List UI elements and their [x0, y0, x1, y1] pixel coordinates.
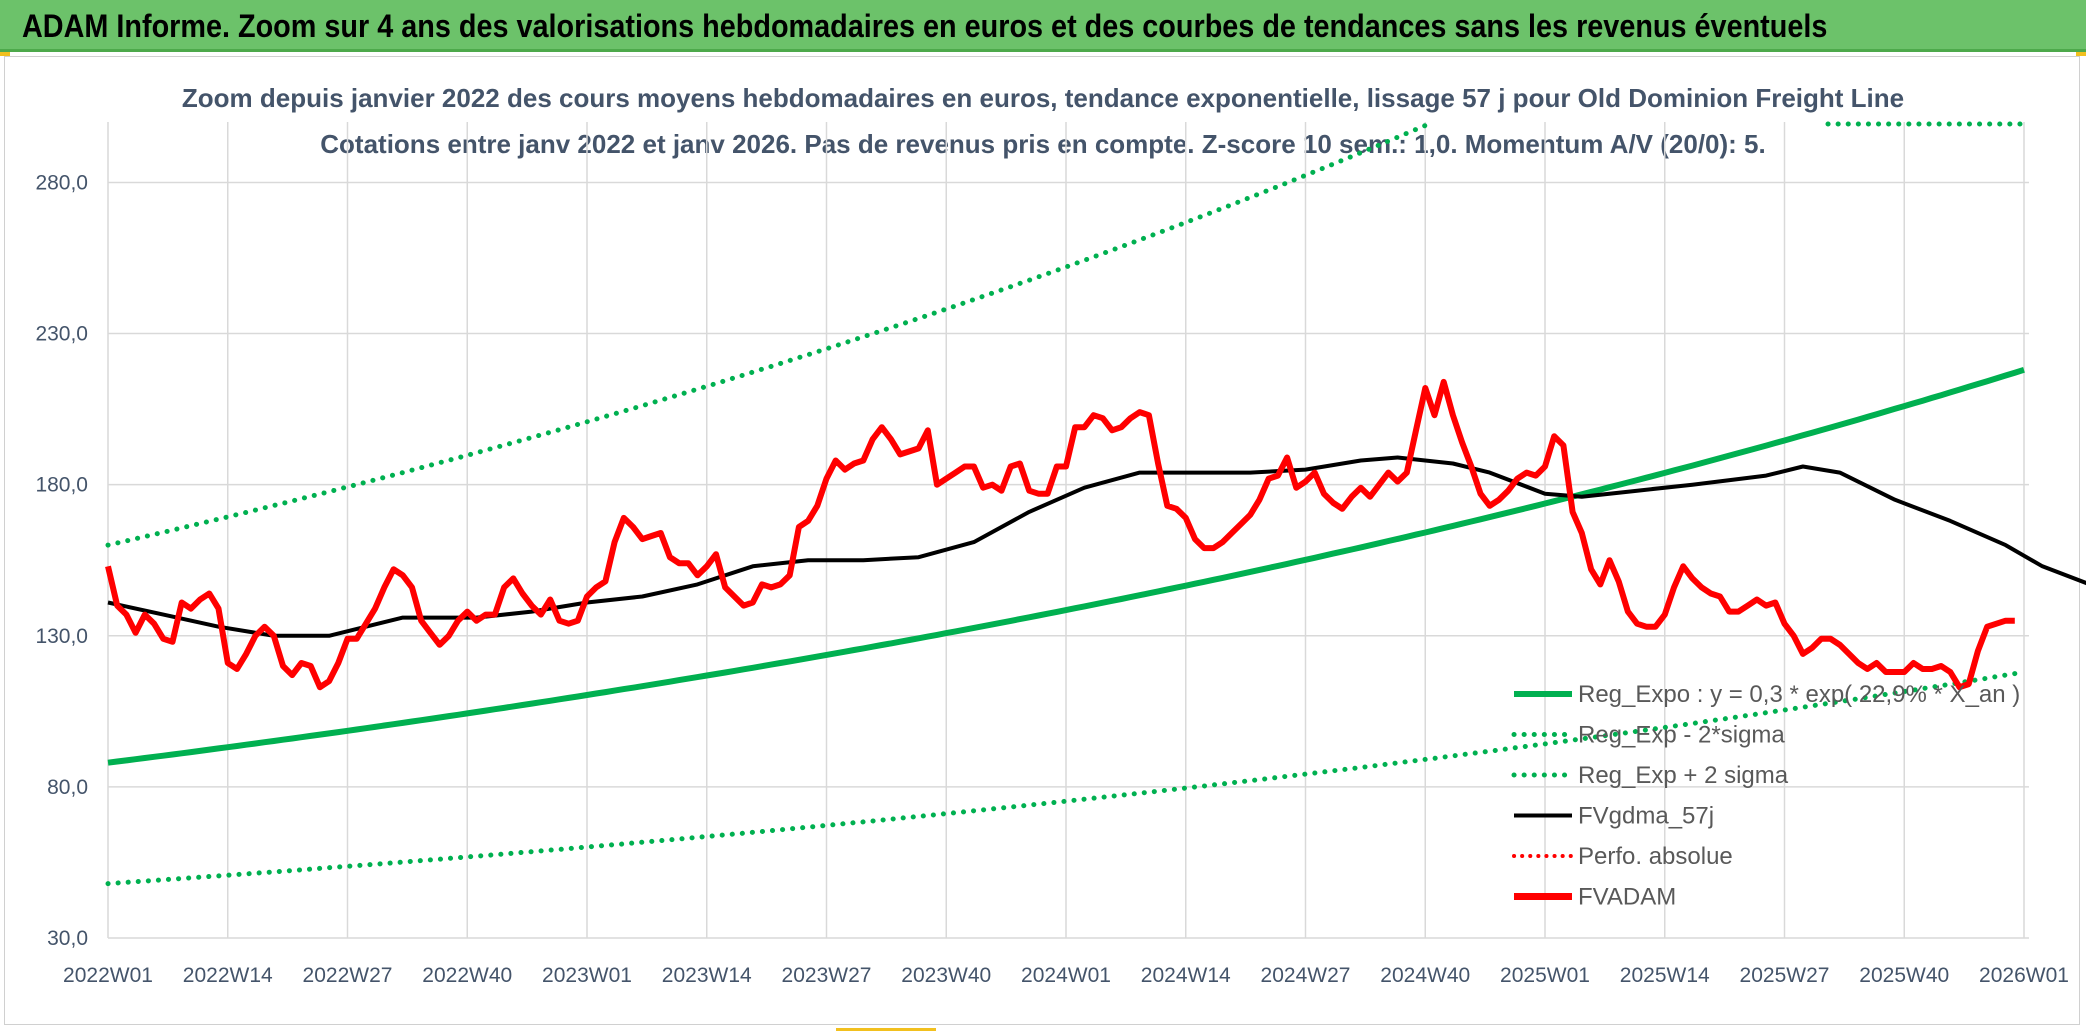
legend-label: FVgdma_57j: [1578, 803, 1714, 830]
y-tick-label: 30,0: [47, 927, 88, 950]
y-tick-label: 80,0: [47, 776, 88, 799]
corner-accent-right: [2076, 52, 2086, 56]
legend-label: FVADAM: [1578, 884, 1676, 911]
header-bar: ADAM Informe. Zoom sur 4 ans des valoris…: [0, 0, 2086, 52]
legend-label: Reg_Exp + 2 sigma: [1578, 762, 1789, 789]
y-tick-label: 130,0: [35, 625, 88, 648]
x-tick-label: 2022W01: [63, 964, 153, 987]
bottom-accent: [836, 1028, 936, 1031]
chart-frame: [4, 56, 2080, 1025]
x-tick-label: 2022W27: [303, 964, 393, 987]
gridlines: [107, 122, 2029, 939]
x-tick-label: 2024W27: [1261, 964, 1351, 987]
x-tick-label: 2025W27: [1740, 964, 1830, 987]
y-axis: 30,0 80,0 130,0 180,0 230,0 280,0: [35, 171, 88, 950]
series-line-1: [105, 669, 2027, 887]
series-line-0: [107, 366, 2025, 766]
x-tick-label: 2025W01: [1500, 964, 1590, 987]
x-tick-label: 2024W40: [1380, 964, 1470, 987]
x-tick-label: 2023W01: [542, 964, 632, 987]
header-title: ADAM Informe. Zoom sur 4 ans des valoris…: [22, 8, 1828, 44]
x-tick-label: 2024W14: [1141, 964, 1231, 987]
series-group: [105, 121, 2086, 887]
x-tick-label: 2023W14: [662, 964, 752, 987]
x-axis: 2022W01 2022W14 2022W27 2022W40 2023W01 2023W…: [63, 964, 2069, 987]
y-tick-label: 180,0: [35, 474, 88, 497]
x-tick-label: 2022W40: [422, 964, 512, 987]
series-line-3: [107, 455, 2086, 638]
x-tick-label: 2024W01: [1021, 964, 1111, 987]
y-tick-label: 280,0: [35, 171, 88, 194]
legend: Reg_Expo : y = 0,3 * exp( 22,9% * X_an )…: [1511, 681, 2020, 911]
chart-title-line1: Zoom depuis janvier 2022 des cours moyen…: [182, 83, 1904, 113]
x-tick-label: 2026W01: [1979, 964, 2069, 987]
x-tick-label: 2023W40: [901, 964, 991, 987]
series-line-4: [105, 378, 2015, 691]
legend-label: Reg_Exp - 2*sigma: [1578, 722, 1785, 749]
chart-title-line2: Cotations entre janv 2022 et janv 2026. …: [320, 129, 1765, 159]
x-tick-label: 2025W40: [1859, 964, 1949, 987]
legend-label: Reg_Expo : y = 0,3 * exp( 22,9% * X_an ): [1578, 681, 2020, 708]
x-tick-label: 2023W27: [782, 964, 872, 987]
legend-label: Perfo. absolue: [1578, 843, 1733, 870]
x-tick-label: 2022W14: [183, 964, 273, 987]
corner-accent-left: [0, 52, 10, 56]
series-line-2: [105, 123, 1428, 548]
y-tick-label: 230,0: [35, 323, 88, 346]
x-tick-label: 2025W14: [1620, 964, 1710, 987]
